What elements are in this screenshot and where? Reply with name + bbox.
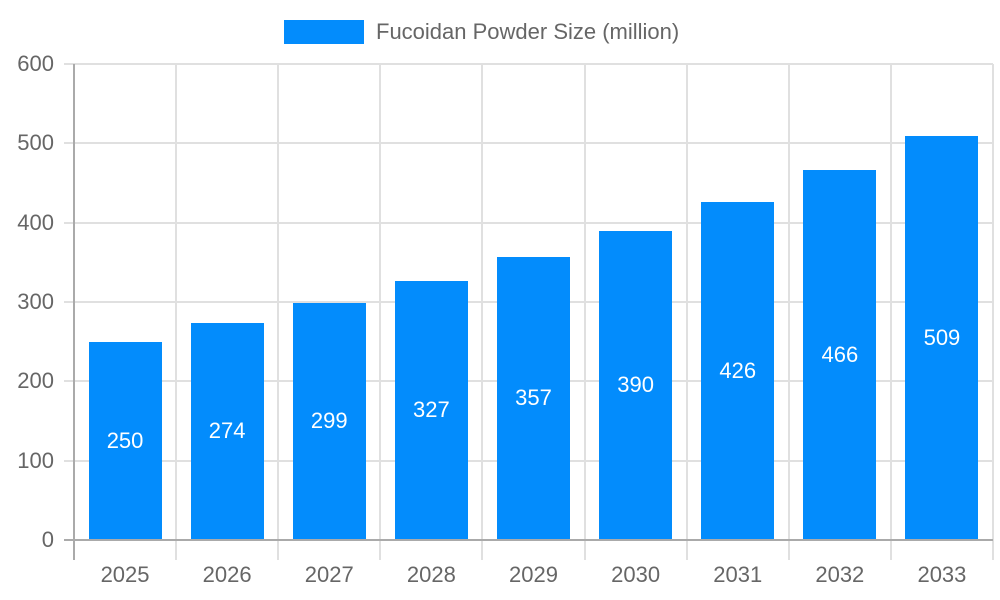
gridline-vertical	[481, 64, 484, 560]
legend[interactable]: Fucoidan Powder Size (million)	[284, 19, 680, 44]
bar-value-label: 390	[617, 372, 654, 398]
x-tick-label: 2032	[815, 562, 865, 587]
y-tick-label: 600	[17, 51, 54, 76]
bar-value-label: 426	[719, 358, 757, 384]
legend-label: Fucoidan Powder Size (million)	[376, 19, 680, 44]
x-tick-label: 2029	[509, 562, 558, 587]
x-tick-label: 2031	[713, 562, 763, 587]
x-tick-label: 2025	[100, 562, 150, 587]
x-tick-label: 2026	[202, 562, 252, 587]
gridline-vertical	[889, 64, 892, 560]
gridline-horizontal	[64, 142, 993, 145]
bar-2032[interactable]: 466	[803, 170, 877, 540]
y-tick-label: 0	[41, 527, 54, 552]
bar-value-label: 327	[413, 397, 450, 423]
gridline-vertical	[175, 64, 178, 560]
bar-2029[interactable]: 357	[497, 256, 570, 540]
bar-value-label: 250	[106, 427, 144, 453]
x-tick-label: 2030	[611, 562, 661, 587]
bar-value-label: 357	[515, 385, 552, 411]
gridline-horizontal	[64, 63, 993, 65]
bar-2027[interactable]: 299	[292, 302, 366, 540]
bar-2026[interactable]: 274	[190, 322, 264, 540]
gridline-vertical	[685, 64, 688, 560]
bar-2025[interactable]: 250	[88, 341, 162, 540]
y-tick-label: 400	[17, 209, 54, 235]
y-tick-label: 200	[17, 368, 54, 394]
x-tick-label: 2028	[406, 562, 456, 587]
legend-swatch	[284, 20, 364, 44]
y-tick-label: 300	[17, 289, 54, 314]
gridline-horizontal	[64, 221, 993, 224]
x-tick-label: 2033	[917, 562, 967, 587]
y-tick-label: 500	[17, 130, 54, 156]
x-tick-label: 2027	[304, 562, 354, 587]
bar-value-label: 509	[923, 325, 961, 351]
bar-2031[interactable]: 426	[701, 202, 775, 540]
bar-value-label: 274	[208, 418, 246, 444]
plot-area: 0 100 200 300 400 500 600 250 2025 274 2026 299 2027…	[17, 51, 994, 587]
bar-value-label: 466	[821, 342, 859, 368]
gridline-vertical	[992, 64, 994, 560]
y-tick-label: 100	[17, 447, 54, 473]
gridline-vertical	[379, 64, 382, 560]
bar-2030[interactable]: 390	[599, 230, 673, 540]
gridline-vertical	[277, 64, 280, 560]
bar-value-label: 299	[310, 408, 348, 434]
y-axis	[73, 64, 75, 560]
gridline-vertical	[787, 64, 790, 560]
gridline-vertical	[583, 64, 586, 560]
x-axis	[64, 539, 993, 541]
bar-2028[interactable]: 327	[394, 280, 468, 540]
bar-2033[interactable]: 509	[905, 136, 979, 540]
